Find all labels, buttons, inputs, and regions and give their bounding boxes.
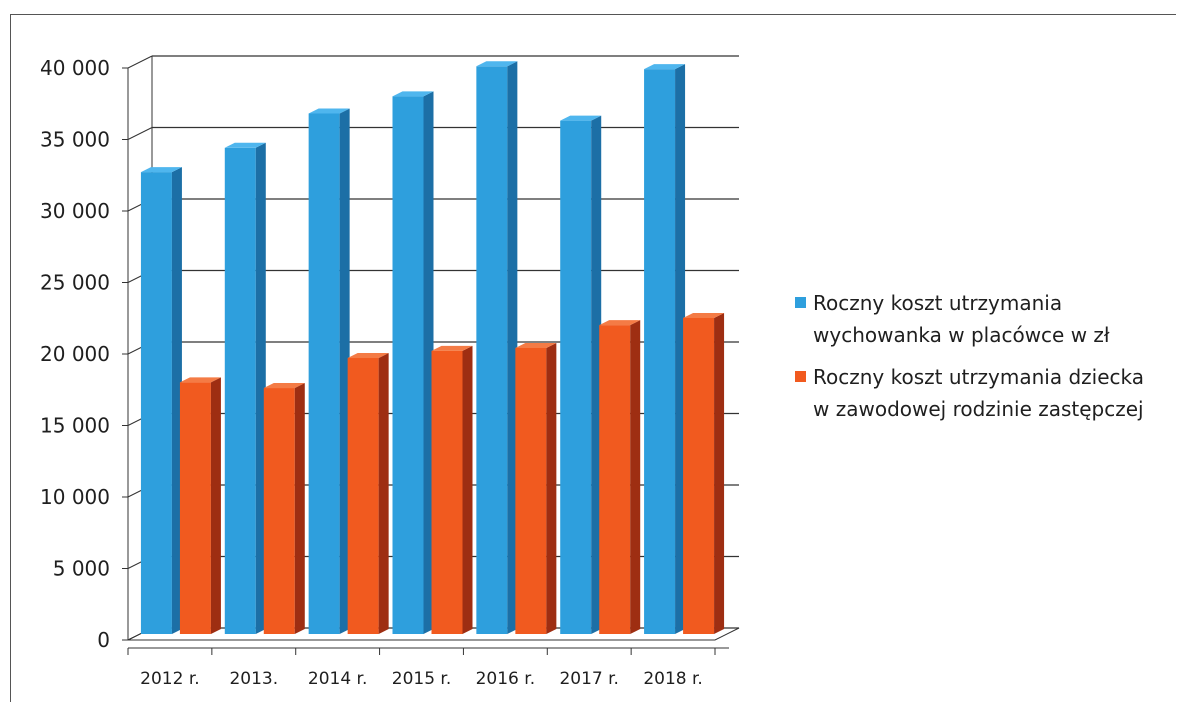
label-layer: 0 5 000 10 000 15 000 20 000 25 000 30 000 35 0… [40,56,703,689]
bar-top [683,312,725,318]
bar-top [224,142,266,148]
legend-label-line: Roczny koszt utrzymania [813,291,1063,315]
y-tick-label: 20 000 [40,342,110,366]
bar-side [507,61,518,635]
bar-side [423,91,434,634]
bar-side [294,383,305,634]
y-tick-label: 15 000 [40,414,110,438]
bar-front [263,388,295,634]
bar-top [431,345,473,351]
bar-placowka [140,167,182,635]
bar-front [515,348,547,634]
bar-rodzina [263,383,305,634]
bar-rodzina [599,320,641,634]
bar-top [347,353,389,359]
bar-side [630,320,641,634]
bar-top [392,91,434,97]
x-tick-label: 2013. [229,669,278,689]
y-tick-label: 25 000 [40,271,110,295]
bar-placowka [560,115,602,634]
chart-legend: Roczny koszt utrzymania wychowanka w pla… [795,287,1175,435]
x-tick-label: 2016 r. [476,669,536,689]
bar-side [591,115,602,634]
bar-top [308,108,350,114]
bar-top [515,343,557,348]
bar-side [210,377,221,634]
bar-top [644,64,686,70]
x-tick-label: 2017 r. [559,669,619,689]
bar-placowka [308,108,350,635]
y-tick-label: 10 000 [40,485,110,509]
bar-side [339,108,350,635]
bar-front [224,147,256,635]
bar-top [476,61,518,67]
bar-front [560,120,592,634]
legend-swatch-orange [795,371,806,382]
bar-front [392,96,424,634]
bar-front [308,113,340,635]
bar-placowka [476,61,518,635]
bar-rodzina [179,377,221,634]
chart-frame [10,14,1176,702]
bar-top [179,377,221,383]
y-tick-label: 40 000 [40,56,110,80]
x-tick-label: 2014 r. [308,669,368,689]
bar-front [644,69,676,634]
legend-label-line: w zawodowej rodzinie zastępczej [813,397,1144,421]
bar-front [347,358,379,634]
legend-label-line: wychowanka w placówce w zł [813,323,1110,347]
bar-placowka [224,142,266,635]
bar-rodzina [347,353,389,634]
bar-placowka [644,64,686,634]
x-tick-label: 2012 r. [140,669,200,689]
legend-item-placowka: Roczny koszt utrzymania wychowanka w pla… [795,287,1175,351]
bar-top [263,383,305,389]
bar-side [546,343,557,634]
bar-front [431,350,463,634]
bar-rodzina [683,312,725,634]
x-tick-label: 2018 r. [643,669,703,689]
y-tick-label: 5 000 [53,557,110,581]
bar-placowka [392,91,434,634]
bar-front [476,66,508,635]
bar-rodzina [515,343,557,634]
bar-side [378,353,389,634]
bar-front [140,172,172,635]
y-tick-label: 35 000 [40,128,110,152]
bar-layer [140,61,725,635]
bar-top [599,320,641,326]
bar-top [560,115,602,121]
x-tick-label: 2015 r. [392,669,452,689]
legend-item-rodzina: Roczny koszt utrzymania dziecka w zawodo… [795,361,1175,425]
bar-front [599,325,631,634]
legend-swatch-blue [795,297,806,308]
bar-front [683,317,715,634]
bar-side [462,345,473,634]
gridline-depth [127,127,153,140]
bar-front [179,382,211,634]
bar-rodzina [431,345,473,634]
y-tick-label: 0 [97,628,110,652]
bar-side [255,142,266,635]
y-tick-label: 30 000 [40,199,110,223]
legend-label-line: Roczny koszt utrzymania dziecka [813,365,1145,389]
bar-side [714,312,725,634]
bar-side [675,64,686,634]
gridline-depth [127,55,153,69]
bar-side [171,167,182,635]
bar-top [140,167,182,173]
